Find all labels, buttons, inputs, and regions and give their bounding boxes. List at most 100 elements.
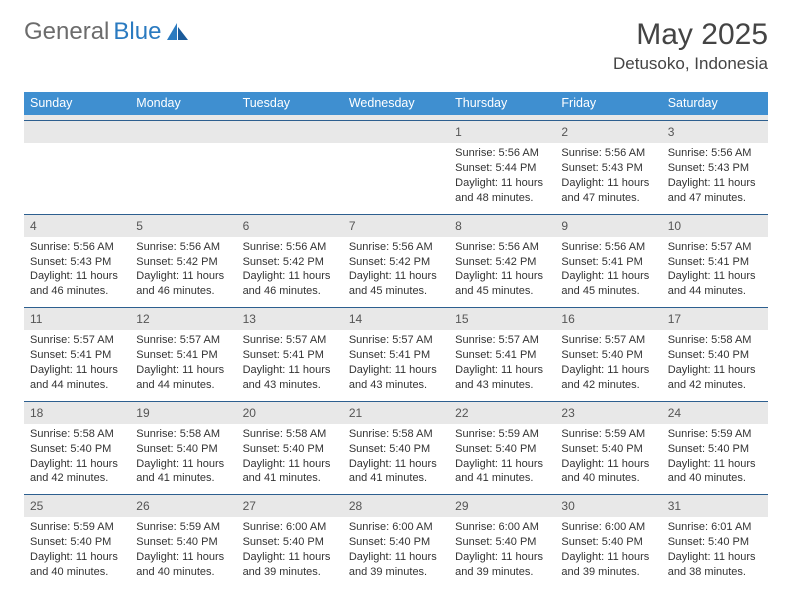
sunrise-line: Sunrise: 5:56 AM [243,240,337,255]
day-number: 2 [555,121,661,143]
day-cell: 5Sunrise: 5:56 AMSunset: 5:42 PMDaylight… [130,215,236,308]
sunset-line: Sunset: 5:41 PM [455,348,549,363]
sunrise-line: Sunrise: 5:56 AM [561,146,655,161]
sunset-line: Sunset: 5:43 PM [561,161,655,176]
sunset-line: Sunset: 5:40 PM [668,442,762,457]
sunset-line: Sunset: 5:40 PM [349,442,443,457]
sunrise-line: Sunrise: 6:01 AM [668,520,762,535]
sunset-line: Sunset: 5:40 PM [561,348,655,363]
daylight-line: Daylight: 11 hours and 38 minutes. [668,550,762,580]
weekday-header-cell: Sunday [24,92,130,115]
day-cell: 27Sunrise: 6:00 AMSunset: 5:40 PMDayligh… [237,495,343,588]
day-cell: 19Sunrise: 5:58 AMSunset: 5:40 PMDayligh… [130,402,236,495]
day-number: 1 [449,121,555,143]
day-details: Sunrise: 5:57 AMSunset: 5:41 PMDaylight:… [237,330,343,400]
day-cell: 28Sunrise: 6:00 AMSunset: 5:40 PMDayligh… [343,495,449,588]
day-details: Sunrise: 5:58 AMSunset: 5:40 PMDaylight:… [343,424,449,494]
daylight-line: Daylight: 11 hours and 40 minutes. [561,457,655,487]
day-number: 19 [130,402,236,424]
weekday-header-cell: Monday [130,92,236,115]
day-details: Sunrise: 5:56 AMSunset: 5:43 PMDaylight:… [662,143,768,213]
sunrise-line: Sunrise: 5:57 AM [668,240,762,255]
daylight-line: Daylight: 11 hours and 48 minutes. [455,176,549,206]
sunrise-line: Sunrise: 5:59 AM [668,427,762,442]
sunset-line: Sunset: 5:40 PM [668,535,762,550]
day-cell: 6Sunrise: 5:56 AMSunset: 5:42 PMDaylight… [237,215,343,308]
sunset-line: Sunset: 5:41 PM [136,348,230,363]
sunrise-line: Sunrise: 5:57 AM [30,333,124,348]
day-cell: 9Sunrise: 5:56 AMSunset: 5:41 PMDaylight… [555,215,661,308]
day-number: 15 [449,308,555,330]
day-number [237,121,343,143]
day-details: Sunrise: 5:58 AMSunset: 5:40 PMDaylight:… [237,424,343,494]
day-number: 18 [24,402,130,424]
weeks-container: 1Sunrise: 5:56 AMSunset: 5:44 PMDaylight… [24,120,768,588]
day-number: 12 [130,308,236,330]
sunrise-line: Sunrise: 5:56 AM [561,240,655,255]
day-number: 9 [555,215,661,237]
day-cell: 30Sunrise: 6:00 AMSunset: 5:40 PMDayligh… [555,495,661,588]
day-details: Sunrise: 5:56 AMSunset: 5:42 PMDaylight:… [237,237,343,307]
daylight-line: Daylight: 11 hours and 45 minutes. [349,269,443,299]
day-number: 20 [237,402,343,424]
sunset-line: Sunset: 5:40 PM [561,535,655,550]
day-details: Sunrise: 5:56 AMSunset: 5:42 PMDaylight:… [449,237,555,307]
day-cell: 25Sunrise: 5:59 AMSunset: 5:40 PMDayligh… [24,495,130,588]
day-details: Sunrise: 5:56 AMSunset: 5:41 PMDaylight:… [555,237,661,307]
daylight-line: Daylight: 11 hours and 44 minutes. [136,363,230,393]
day-details: Sunrise: 6:00 AMSunset: 5:40 PMDaylight:… [343,517,449,587]
day-cell [24,121,130,214]
daylight-line: Daylight: 11 hours and 42 minutes. [561,363,655,393]
day-cell: 31Sunrise: 6:01 AMSunset: 5:40 PMDayligh… [662,495,768,588]
sunrise-line: Sunrise: 5:59 AM [30,520,124,535]
day-details: Sunrise: 5:58 AMSunset: 5:40 PMDaylight:… [24,424,130,494]
day-cell: 22Sunrise: 5:59 AMSunset: 5:40 PMDayligh… [449,402,555,495]
sunrise-line: Sunrise: 5:58 AM [668,333,762,348]
sunset-line: Sunset: 5:40 PM [349,535,443,550]
day-cell: 3Sunrise: 5:56 AMSunset: 5:43 PMDaylight… [662,121,768,214]
day-number: 7 [343,215,449,237]
day-number: 6 [237,215,343,237]
sunrise-line: Sunrise: 5:59 AM [561,427,655,442]
daylight-line: Daylight: 11 hours and 42 minutes. [668,363,762,393]
day-cell: 21Sunrise: 5:58 AMSunset: 5:40 PMDayligh… [343,402,449,495]
day-cell: 16Sunrise: 5:57 AMSunset: 5:40 PMDayligh… [555,308,661,401]
day-number: 11 [24,308,130,330]
sunrise-line: Sunrise: 6:00 AM [243,520,337,535]
sunrise-line: Sunrise: 5:56 AM [455,146,549,161]
sunset-line: Sunset: 5:41 PM [668,255,762,270]
day-number [130,121,236,143]
week-row: 18Sunrise: 5:58 AMSunset: 5:40 PMDayligh… [24,401,768,495]
day-details: Sunrise: 5:59 AMSunset: 5:40 PMDaylight:… [130,517,236,587]
week-row: 1Sunrise: 5:56 AMSunset: 5:44 PMDaylight… [24,120,768,214]
sunrise-line: Sunrise: 5:58 AM [243,427,337,442]
week-row: 11Sunrise: 5:57 AMSunset: 5:41 PMDayligh… [24,307,768,401]
calendar: SundayMondayTuesdayWednesdayThursdayFrid… [24,92,768,588]
week-row: 4Sunrise: 5:56 AMSunset: 5:43 PMDaylight… [24,214,768,308]
day-details: Sunrise: 5:56 AMSunset: 5:44 PMDaylight:… [449,143,555,213]
sunrise-line: Sunrise: 5:58 AM [30,427,124,442]
day-cell: 10Sunrise: 5:57 AMSunset: 5:41 PMDayligh… [662,215,768,308]
sunrise-line: Sunrise: 5:57 AM [561,333,655,348]
daylight-line: Daylight: 11 hours and 43 minutes. [455,363,549,393]
daylight-line: Daylight: 11 hours and 44 minutes. [668,269,762,299]
day-number: 28 [343,495,449,517]
daylight-line: Daylight: 11 hours and 46 minutes. [136,269,230,299]
day-cell: 2Sunrise: 5:56 AMSunset: 5:43 PMDaylight… [555,121,661,214]
daylight-line: Daylight: 11 hours and 40 minutes. [30,550,124,580]
sunset-line: Sunset: 5:40 PM [136,535,230,550]
day-details: Sunrise: 6:00 AMSunset: 5:40 PMDaylight:… [555,517,661,587]
sunrise-line: Sunrise: 5:57 AM [243,333,337,348]
sunrise-line: Sunrise: 6:00 AM [455,520,549,535]
sunset-line: Sunset: 5:41 PM [349,348,443,363]
day-details: Sunrise: 5:57 AMSunset: 5:41 PMDaylight:… [449,330,555,400]
day-details: Sunrise: 5:56 AMSunset: 5:43 PMDaylight:… [555,143,661,213]
sunrise-line: Sunrise: 5:56 AM [668,146,762,161]
sunset-line: Sunset: 5:42 PM [455,255,549,270]
day-details: Sunrise: 6:01 AMSunset: 5:40 PMDaylight:… [662,517,768,587]
day-number: 4 [24,215,130,237]
day-details: Sunrise: 5:57 AMSunset: 5:41 PMDaylight:… [662,237,768,307]
day-cell: 12Sunrise: 5:57 AMSunset: 5:41 PMDayligh… [130,308,236,401]
day-details: Sunrise: 5:56 AMSunset: 5:42 PMDaylight:… [343,237,449,307]
daylight-line: Daylight: 11 hours and 41 minutes. [136,457,230,487]
